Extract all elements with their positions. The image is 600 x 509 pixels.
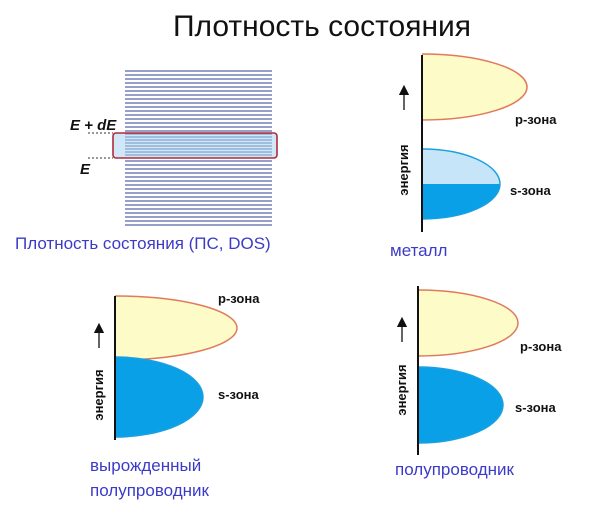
band-label: p-зона: [218, 291, 260, 306]
level-label: E: [80, 161, 91, 178]
p-band: [114, 295, 238, 361]
s-band: [417, 366, 504, 444]
s-band: [114, 356, 204, 438]
axis-label: энергия: [394, 364, 409, 415]
band-label: p-зона: [520, 339, 562, 354]
p-band: [417, 289, 519, 357]
title: Плотность состояния: [173, 10, 471, 43]
energy-interval: [112, 132, 278, 159]
band-label: s-зона: [510, 183, 551, 198]
axis-label: энергия: [91, 369, 106, 420]
band-label: s-зона: [515, 400, 556, 415]
caption: полупроводник: [90, 481, 210, 500]
s-band-outline: [421, 148, 501, 220]
caption: полупроводник: [395, 460, 515, 479]
band-label: s-зона: [218, 387, 259, 402]
p-band: [421, 53, 528, 121]
caption: металл: [390, 241, 447, 260]
s-band-empty: [422, 149, 500, 184]
axis-label: энергия: [396, 144, 411, 195]
caption: вырожденный: [90, 456, 201, 475]
level-label: E + dE: [70, 117, 117, 134]
caption: Плотность состояния (ПС, DOS): [15, 234, 271, 253]
s-band-filled: [422, 184, 500, 219]
band-label: p-зона: [515, 112, 557, 127]
